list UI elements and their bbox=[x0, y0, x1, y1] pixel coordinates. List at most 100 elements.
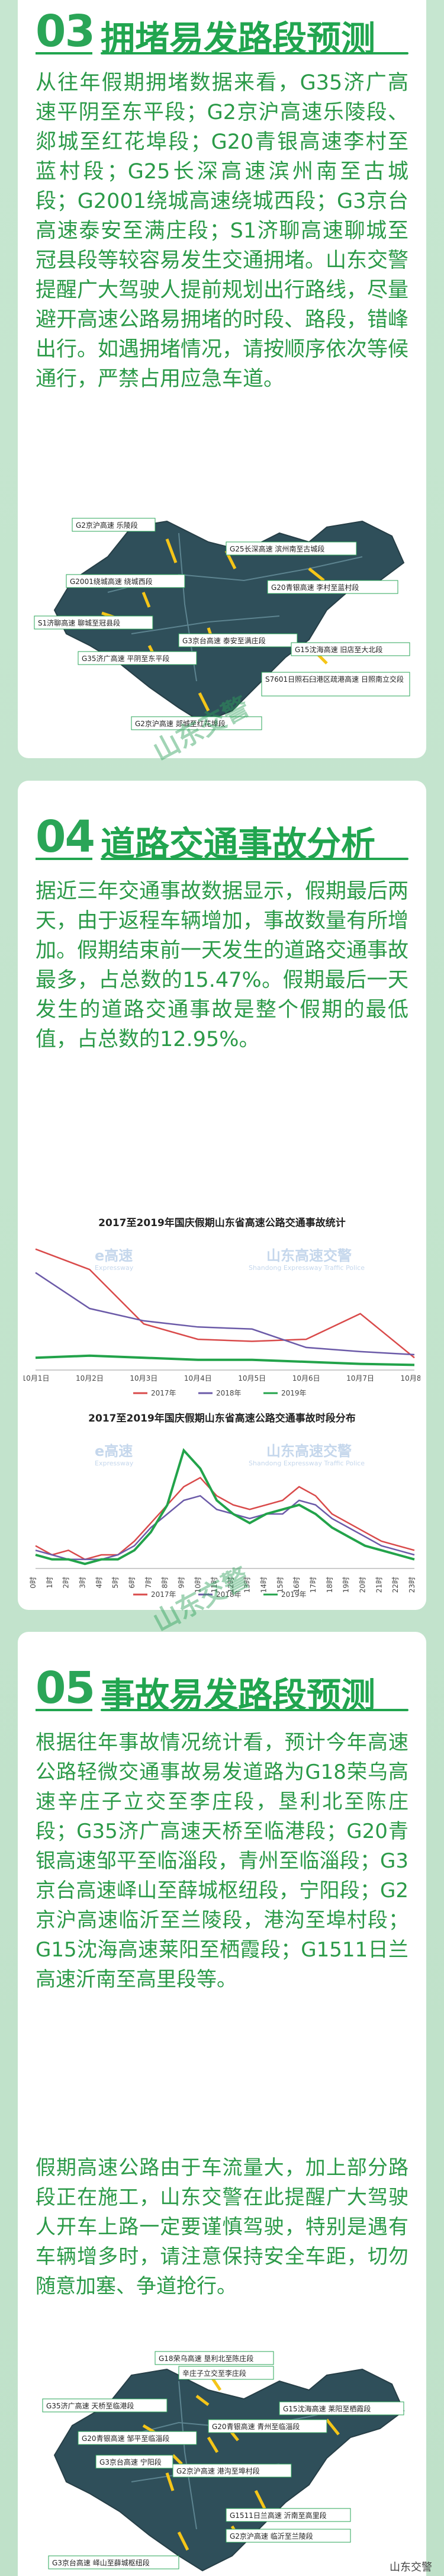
congestion-map: G2京沪高速 乐陵段 G25长深高速 滨州南至古城段 G2001绕城高速 绕城西… bbox=[31, 486, 413, 746]
section-accident-analysis: 04 道路交通事故分析 据近三年交通事故数据显示，假期最后两天，由于返程车辆增加… bbox=[18, 781, 426, 1610]
section-title: 事故易发路段预测 bbox=[101, 1675, 376, 1715]
section-underline bbox=[101, 1709, 408, 1711]
map-label-2: 辛庄子立交至李庄段 bbox=[178, 2366, 274, 2380]
series-line-1 bbox=[35, 1477, 415, 1561]
svg-text:G2京沪高速 乐陵段: G2京沪高速 乐陵段 bbox=[76, 521, 138, 530]
svg-text:辛庄子立交至李庄段: 辛庄子立交至李庄段 bbox=[182, 2369, 246, 2378]
legend-label: 2017年 bbox=[151, 1590, 176, 1599]
accident-map: G18荣乌高速 垦利北至陈庄段 辛庄子立交至李庄段 G35济广高速 天桥至临港段… bbox=[31, 2337, 413, 2576]
x-tick-label: 5时 bbox=[111, 1577, 120, 1589]
svg-text:G15沈海高速 莱阳至栖霞段: G15沈海高速 莱阳至栖霞段 bbox=[283, 2404, 371, 2413]
x-tick-label: 10时 bbox=[194, 1577, 202, 1593]
section-underline bbox=[101, 52, 408, 54]
map-label-1: G2京沪高速 乐陵段 bbox=[72, 518, 156, 532]
x-tick-label: 3时 bbox=[78, 1577, 86, 1589]
map-label-7: G3京台高速 宁阳段 bbox=[95, 2455, 173, 2469]
section-divider bbox=[36, 52, 92, 54]
section-accident-forecast: 05 事故易发路段预测 根据往年事故情况统计看，预计今年高速公路轻微交通事故易发… bbox=[18, 1632, 426, 2576]
x-tick-label: 21时 bbox=[375, 1577, 383, 1593]
svg-text:G20青银高速 李村至蓝村段: G20青银高速 李村至蓝村段 bbox=[271, 583, 359, 592]
daily-accident-chart: 2017至2019年国庆假期山东省高速公路交通事故统计 e高速 Expressway… bbox=[24, 1213, 420, 1403]
series-line-2 bbox=[35, 1272, 415, 1356]
svg-text:G15沈海高速 旧店至大北段: G15沈海高速 旧店至大北段 bbox=[295, 645, 382, 654]
x-tick-label: 19时 bbox=[342, 1577, 350, 1593]
svg-text:G2京沪高速 临沂至兰陵段: G2京沪高速 临沂至兰陵段 bbox=[230, 2532, 313, 2540]
svg-text:G20青银高速 邹平至临淄段: G20青银高速 邹平至临淄段 bbox=[82, 2434, 169, 2443]
series-line-3 bbox=[35, 1354, 415, 1366]
map-label-7: G35济广高速 平阴至东平段 bbox=[78, 651, 197, 665]
x-tick-label: 10月8日 bbox=[401, 1374, 420, 1382]
chart-watermark-expressway-en: Expressway bbox=[95, 1459, 134, 1467]
map-label-2: G25长深高速 滨州南至古城段 bbox=[226, 541, 357, 556]
section-divider bbox=[36, 1709, 92, 1711]
hourly-accident-chart-svg: 2017至2019年国庆假期山东省高速公路交通事故时段分布 e高速Expressw… bbox=[29, 1412, 416, 1599]
svg-text:G20青银高速 青州至临淄段: G20青银高速 青州至临淄段 bbox=[212, 2422, 300, 2431]
x-tick-label: 2时 bbox=[62, 1577, 70, 1589]
x-tick-label: 20时 bbox=[359, 1577, 367, 1593]
congestion-paragraph: 从往年假期拥堵数据来看，G35济广高速平阴至东平段；G2京沪高速乐陵段、郯城至红… bbox=[36, 71, 409, 391]
map-label-3: G35济广高速 天桥至临港段 bbox=[42, 2398, 168, 2413]
svg-text:G3京台高速 宁阳段: G3京台高速 宁阳段 bbox=[99, 2458, 162, 2466]
section-header: 04 道路交通事故分析 bbox=[36, 806, 414, 865]
section-number: 03 bbox=[36, 6, 95, 57]
chart-watermark-expressway: e高速 bbox=[95, 1443, 133, 1459]
svg-text:G3京台高速 泰安至满庄段: G3京台高速 泰安至满庄段 bbox=[182, 636, 266, 645]
chart-watermark-police: 山东高速交警 bbox=[266, 1247, 352, 1264]
svg-text:G35济广高速 平阴至东平段: G35济广高速 平阴至东平段 bbox=[82, 654, 169, 663]
section-title: 拥堵易发路段预测 bbox=[101, 18, 376, 59]
x-tick-label: 6时 bbox=[128, 1577, 136, 1589]
x-tick-label: 9时 bbox=[177, 1577, 185, 1589]
section-underline bbox=[101, 858, 408, 860]
chart-title: 2017至2019年国庆假期山东省高速公路交通事故时段分布 bbox=[88, 1412, 356, 1425]
x-tick-label: 23时 bbox=[408, 1577, 416, 1593]
x-tick-label: 16时 bbox=[292, 1577, 301, 1593]
map-label-4: G20青银高速 李村至蓝村段 bbox=[267, 580, 398, 594]
chart-watermark-expressway: e高速 bbox=[95, 1247, 133, 1264]
x-tick-label: 7时 bbox=[144, 1577, 153, 1589]
map-label-5: S1济聊高速 聊城至冠县段 bbox=[34, 615, 153, 630]
svg-text:S1济聊高速 聊城至冠县段: S1济聊高速 聊城至冠县段 bbox=[38, 618, 120, 627]
legend-label: 2018年 bbox=[216, 1590, 242, 1599]
x-tick-label: 8时 bbox=[161, 1577, 169, 1589]
map-label-10: G2京沪高速 临沂至兰陵段 bbox=[226, 2529, 351, 2543]
section-number: 05 bbox=[36, 1663, 95, 1714]
map-label-4: G20青银高速 青州至临淄段 bbox=[208, 2419, 327, 2433]
x-tick-label: 10月5日 bbox=[238, 1374, 266, 1382]
legend-label: 2019年 bbox=[281, 1389, 307, 1397]
svg-text:G2京沪高速 郯城至红花埠段: G2京沪高速 郯城至红花埠段 bbox=[135, 719, 226, 728]
map-label-9: G15沈海高速 旧店至大北段 bbox=[291, 642, 410, 656]
svg-text:S7601日照石臼港区疏港高速 日照南立交段: S7601日照石臼港区疏港高速 日照南立交段 bbox=[265, 675, 404, 684]
x-tick-label: 15时 bbox=[276, 1577, 284, 1593]
map-label-5: G20青银高速 邹平至临淄段 bbox=[78, 2431, 197, 2445]
x-tick-label: 18时 bbox=[326, 1577, 334, 1593]
chart-watermark-police-en: Shandong Expressway Traffic Police bbox=[249, 1459, 365, 1467]
chart-watermark-police-en: Shandong Expressway Traffic Police bbox=[249, 1264, 365, 1272]
x-tick-label: 11时 bbox=[210, 1577, 218, 1593]
svg-text:G3京台高速 峄山至薛城枢纽段: G3京台高速 峄山至薛城枢纽段 bbox=[52, 2558, 150, 2567]
shandong-map-congestion: G2京沪高速 乐陵段 G25长深高速 滨州南至古城段 G2001绕城高速 绕城西… bbox=[34, 518, 410, 730]
svg-text:G2001绕城高速 绕城西段: G2001绕城高速 绕城西段 bbox=[70, 577, 153, 586]
footer-credit: 山东交警 bbox=[390, 2561, 432, 2574]
hourly-accident-chart: 2017至2019年国庆假期山东省高速公路交通事故时段分布 e高速 Expressw… bbox=[24, 1409, 420, 1604]
map-label-3: G2001绕城高速 绕城西段 bbox=[66, 574, 185, 588]
map-label-9: G1511日兰高速 沂南至高里段 bbox=[226, 2508, 351, 2522]
x-tick-label: 14时 bbox=[260, 1577, 268, 1593]
x-tick-label: 10月3日 bbox=[130, 1374, 157, 1382]
x-tick-label: 10月7日 bbox=[346, 1374, 374, 1382]
daily-accident-chart-svg: 2017至2019年国庆假期山东省高速公路交通事故统计 e高速Expressway… bbox=[24, 1217, 420, 1397]
series-line-3 bbox=[35, 1448, 415, 1566]
chart-watermark-police: 山东高速交警 bbox=[266, 1443, 352, 1459]
x-tick-label: 0时 bbox=[29, 1577, 37, 1589]
x-tick-label: 13时 bbox=[243, 1577, 252, 1593]
x-tick-label: 10月6日 bbox=[292, 1374, 320, 1382]
legend-label: 2018年 bbox=[216, 1389, 242, 1397]
map-label-10: S7601日照石臼港区疏港高速 日照南立交段 bbox=[261, 672, 410, 697]
svg-text:G18荣乌高速 垦利北至陈庄段: G18荣乌高速 垦利北至陈庄段 bbox=[159, 2354, 253, 2363]
section-header: 03 拥堵易发路段预测 bbox=[36, 0, 414, 59]
map-label-6: G15沈海高速 莱阳至栖霞段 bbox=[279, 2401, 404, 2415]
section-divider bbox=[36, 858, 92, 860]
map-label-8: G2京沪高速 港沟至埠村段 bbox=[172, 2463, 292, 2478]
map-label-11: G3京台高速 峄山至薛城枢纽段 bbox=[48, 2555, 179, 2569]
section-header: 05 事故易发路段预测 bbox=[36, 1657, 414, 1716]
shandong-map-accident: G18荣乌高速 垦利北至陈庄段 辛庄子立交至李庄段 G35济广高速 天桥至临港段… bbox=[42, 2351, 405, 2572]
